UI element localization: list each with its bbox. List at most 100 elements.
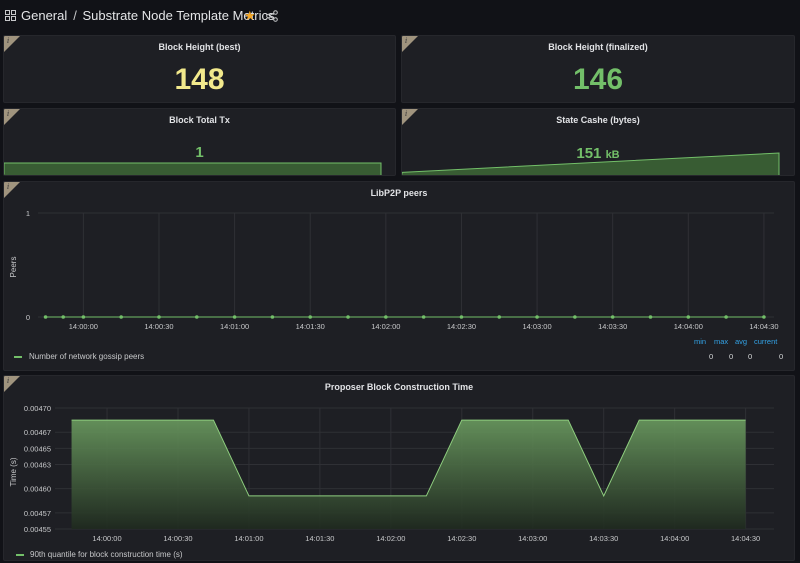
y-tick-label: 0.00460	[24, 485, 51, 494]
info-icon: i	[7, 37, 10, 45]
panel-block-height-best[interactable]: i Block Height (best) 148	[3, 35, 396, 103]
panel-info-corner[interactable]	[4, 376, 20, 392]
series-area	[71, 420, 746, 529]
share-icon[interactable]	[266, 10, 278, 22]
x-tick-label: 14:03:30	[589, 534, 618, 543]
x-tick-label: 14:03:30	[598, 322, 627, 331]
legend-swatch	[16, 554, 24, 556]
x-tick-label: 14:01:00	[220, 322, 249, 331]
panel-block-height-finalized[interactable]: i Block Height (finalized) 146	[401, 35, 795, 103]
sparkline-area	[4, 162, 382, 175]
breadcrumb: General / Substrate Node Template Metrics	[21, 8, 274, 23]
panel-title[interactable]: Block Total Tx	[169, 115, 230, 125]
y-tick-label: 0.00455	[24, 525, 51, 534]
y-tick-label: 0.00465	[24, 444, 51, 453]
sparkline-state-cache	[402, 152, 780, 175]
stat-value: 148	[174, 63, 225, 96]
data-point	[762, 315, 766, 319]
x-tick-label: 14:02:00	[376, 534, 405, 543]
data-point	[384, 315, 388, 319]
x-tick-label: 14:03:00	[518, 534, 547, 543]
x-tick-label: 14:00:00	[92, 534, 121, 543]
sparkline-block-total-tx	[4, 162, 382, 175]
y-tick-label: 0.00457	[24, 509, 51, 518]
data-point	[346, 315, 350, 319]
info-icon: i	[7, 377, 10, 385]
stat-value: 151	[576, 145, 602, 162]
legend-swatch	[14, 356, 22, 358]
x-tick-label: 14:00:00	[69, 322, 98, 331]
data-point	[724, 315, 728, 319]
x-tick-label: 14:01:00	[234, 534, 263, 543]
breadcrumb-separator: /	[73, 8, 77, 23]
star-icon[interactable]: ★	[244, 8, 256, 23]
panel-title[interactable]: Block Height (finalized)	[548, 42, 648, 52]
data-point	[61, 315, 66, 319]
x-tick-label: 14:02:30	[447, 322, 476, 331]
stat-value: 146	[572, 63, 624, 96]
x-tick-label: 14:01:30	[296, 322, 325, 331]
data-point	[459, 315, 464, 319]
data-point	[232, 315, 237, 319]
top-bar: General / Substrate Node Template Metrics…	[0, 0, 800, 32]
panel-state-cache[interactable]: i State Cashe (bytes) 151 kB	[401, 108, 795, 176]
y-tick-label: 0.00463	[24, 460, 51, 469]
legend-stat-max: 0	[729, 352, 734, 361]
panel-info-corner[interactable]	[402, 36, 418, 52]
data-point	[119, 315, 123, 319]
x-tick-label: 14:01:30	[305, 534, 334, 543]
stat-value-wrap: 151 kB	[402, 145, 794, 162]
data-point	[535, 315, 539, 319]
legend-stat-header-max[interactable]: max	[714, 337, 729, 346]
stat-unit: kB	[605, 149, 620, 161]
series-line	[71, 419, 746, 498]
legend-stat-min: 0	[709, 352, 714, 361]
y-tick-label: 0.00470	[24, 404, 51, 413]
data-point	[497, 315, 502, 319]
data-point	[157, 315, 161, 319]
proposer-graph[interactable]: Time (s) 14:00:00 14:00:30 14:01:00 14:01:3…	[4, 376, 795, 561]
legend-stat-avg: 0	[748, 352, 753, 361]
panel-info-corner[interactable]	[402, 109, 418, 125]
panel-info-corner[interactable]	[4, 182, 20, 198]
x-tick-label: 14:04:30	[749, 322, 778, 331]
y-axis-label: Time (s)	[9, 457, 18, 486]
info-icon: i	[7, 110, 10, 118]
legend-series-label[interactable]: Number of network gossip peers	[29, 352, 145, 361]
panel-block-total-tx[interactable]: i Block Total Tx 1	[3, 108, 396, 176]
panel-title[interactable]: State Cashe (bytes)	[556, 115, 640, 125]
panel-title[interactable]: Proposer Block Construction Time	[324, 382, 474, 392]
x-tick-label: 14:02:30	[447, 534, 476, 543]
breadcrumb-folder[interactable]: General	[21, 8, 68, 23]
data-point	[308, 315, 313, 319]
x-tick-label: 14:04:00	[674, 322, 703, 331]
panel-title[interactable]: Block Height (best)	[158, 42, 241, 52]
panel-title[interactable]: LibP2P peers	[370, 188, 428, 198]
data-point	[270, 315, 275, 319]
dashboard-title[interactable]: Substrate Node Template Metrics	[82, 8, 275, 23]
panel-info-corner[interactable]	[4, 36, 20, 52]
panel-libp2p-peers[interactable]: i LibP2P peers Peers 14:00:00 14:00:30 14:…	[3, 181, 795, 371]
x-tick-label: 14:04:30	[731, 534, 760, 543]
data-point	[573, 315, 577, 319]
x-tick-label: 14:02:00	[371, 322, 400, 331]
y-tick-label: 0.00467	[24, 428, 51, 437]
panel-info-corner[interactable]	[4, 109, 20, 125]
x-tick-label: 14:03:00	[522, 322, 551, 331]
legend-stat-header-min[interactable]: min	[694, 337, 707, 346]
data-point	[194, 315, 199, 319]
data-point	[648, 315, 653, 319]
info-icon: i	[405, 37, 408, 45]
x-tick-label: 14:00:30	[144, 322, 173, 331]
sparkline-area	[402, 152, 780, 175]
legend-series-label[interactable]: 90th quantile for block construction tim…	[30, 550, 183, 559]
legend-stat-current: 0	[779, 352, 784, 361]
peers-graph[interactable]: Peers 14:00:00 14:00:30 14:01:00 14:01:30 14…	[4, 182, 795, 371]
legend-stat-header-avg[interactable]: avg	[735, 337, 748, 346]
legend-stat-header-current[interactable]: current	[754, 337, 778, 346]
x-tick-label: 14:00:30	[163, 534, 192, 543]
data-point	[610, 315, 615, 319]
stat-value: 1	[195, 144, 204, 161]
panel-proposer-block-construction[interactable]: i Proposer Block Construction Time Time …	[3, 375, 795, 561]
dashboards-grid-icon[interactable]	[5, 10, 16, 21]
